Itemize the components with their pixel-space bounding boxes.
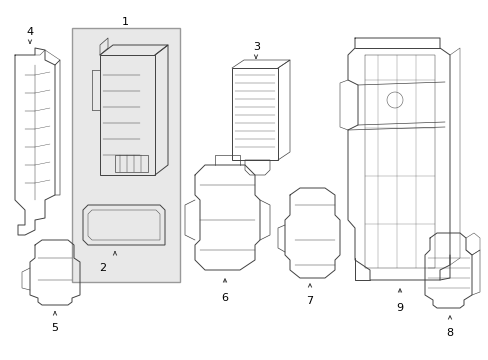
Text: 8: 8 bbox=[446, 328, 453, 338]
Text: 5: 5 bbox=[51, 323, 59, 333]
FancyBboxPatch shape bbox=[72, 28, 180, 282]
Text: 6: 6 bbox=[221, 293, 228, 303]
Text: 3: 3 bbox=[253, 42, 260, 52]
Text: 7: 7 bbox=[306, 296, 313, 306]
Text: 9: 9 bbox=[396, 303, 403, 313]
Text: 2: 2 bbox=[99, 263, 106, 273]
Text: 4: 4 bbox=[26, 27, 34, 37]
Text: 1: 1 bbox=[121, 17, 128, 27]
